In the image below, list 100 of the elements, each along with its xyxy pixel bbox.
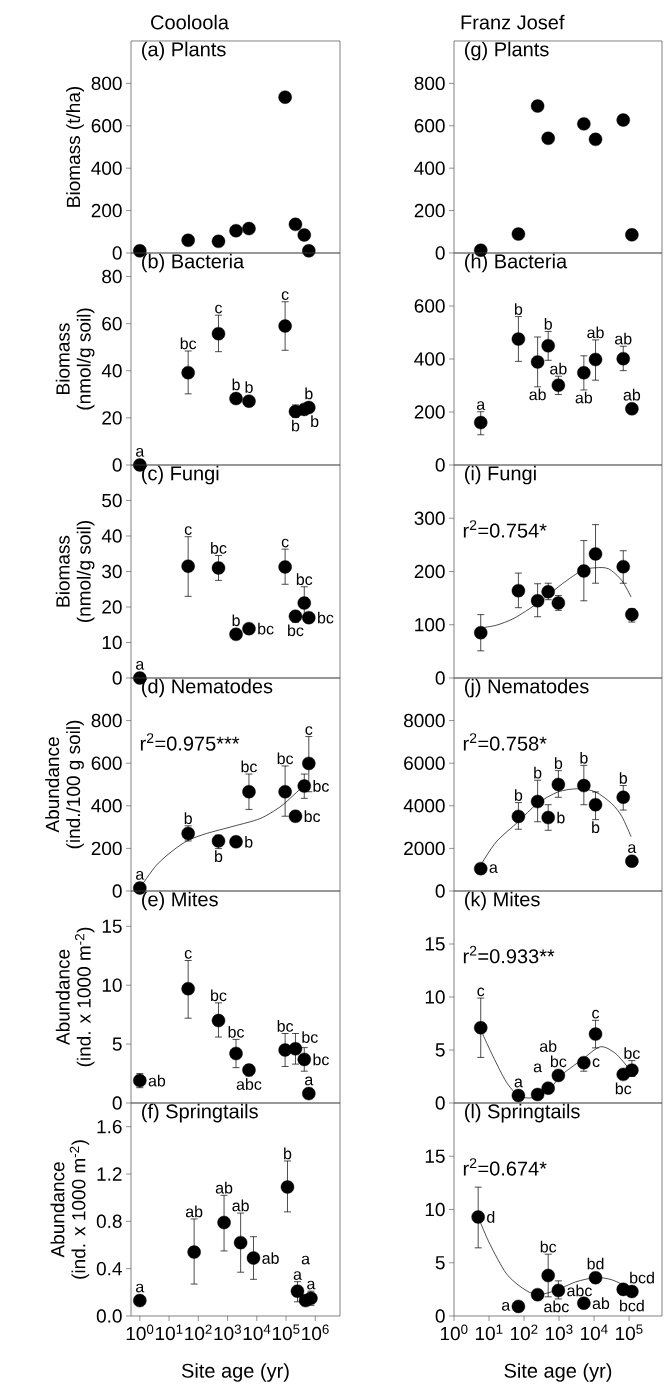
annotation: abc	[236, 1078, 262, 1090]
annotation: b	[557, 811, 565, 824]
x-tick-label: 10$^{6}$	[302, 1324, 329, 1341]
annotation: bc	[180, 337, 197, 350]
annotation: bc	[304, 810, 321, 823]
y-tick-label: 400	[91, 799, 122, 813]
annotation: ab	[587, 326, 604, 339]
annotation: r$^{2}$=0.933**	[463, 945, 555, 964]
y-tick-label: 0	[112, 458, 122, 472]
annotation: b	[514, 789, 523, 801]
x-tick-label: 10$^{4}$	[581, 1324, 608, 1341]
y-tick-label: 0	[435, 671, 445, 685]
annotation: bc	[211, 542, 227, 554]
x-tick-label: 10$^{3}$	[545, 1324, 573, 1341]
annotation: bc	[540, 1240, 557, 1253]
y-tick-label: 15	[102, 919, 122, 933]
y-tick-label: 8000	[404, 713, 445, 728]
chart-title: (h) Bacteria	[465, 253, 568, 273]
y-tick-label: 15	[425, 937, 445, 951]
annotation: bcd	[630, 1271, 654, 1284]
annotation: a	[501, 1302, 511, 1311]
annotation: b	[580, 751, 588, 764]
x-tick-label: 10$^{1}$	[475, 1324, 503, 1341]
y-tick-label: 200	[414, 564, 445, 579]
annotation: bd	[587, 1257, 604, 1270]
chart-title: (f) Springtails	[142, 1103, 258, 1123]
y-tick-label: 600	[91, 756, 122, 770]
annotation: ab	[615, 332, 632, 345]
annotation: c	[184, 526, 192, 535]
annotation: b	[544, 317, 552, 330]
y-tick-label: 10	[425, 1202, 445, 1217]
annotation: c	[592, 1009, 600, 1019]
annotation: ab	[185, 1205, 203, 1218]
annotation: a	[307, 1280, 316, 1290]
annotation: a	[476, 401, 486, 410]
annotation: ab	[148, 1074, 166, 1087]
y-tick-label: 50	[102, 493, 122, 508]
y-tick-label: 0	[435, 458, 445, 472]
y-axis-title: Abundance (ind. x 1000 m$^{-2}$)	[50, 1140, 90, 1279]
annotation: bc	[277, 752, 294, 765]
chart-title: (g) Plants	[465, 41, 549, 61]
y-tick-label: 20	[102, 411, 122, 425]
y-tick-label: 80	[102, 269, 122, 284]
annotation: r$^{2}$=0.975***	[140, 733, 240, 751]
y-tick-label: 6000	[404, 756, 445, 770]
annotation: bc	[615, 1082, 632, 1095]
y-tick-label: 300	[414, 511, 445, 525]
annotation: a	[136, 448, 145, 457]
annotation: ab	[575, 391, 593, 404]
annotation: b	[534, 766, 542, 779]
y-axis-title: Biomass (nmol/g soil)	[55, 308, 95, 410]
y-tick-label: 0	[435, 1309, 445, 1323]
annotation: r$^{2}$=0.674*	[463, 1158, 547, 1176]
y-tick-label: 200	[91, 841, 122, 856]
annotation: b	[592, 821, 600, 834]
y-tick-label: 400	[91, 161, 122, 175]
annotation: b	[514, 303, 523, 315]
y-tick-label: 600	[414, 299, 445, 313]
x-axis-title: Site age (yr)	[504, 1363, 612, 1382]
y-tick-label: 800	[91, 713, 122, 728]
annotation: ab	[529, 388, 546, 401]
annotation: b	[311, 415, 319, 428]
chart-title: (l) Springtails	[465, 1103, 580, 1123]
annotation: a	[305, 1076, 314, 1086]
annotation: r$^{2}$=0.754*	[463, 520, 547, 538]
y-tick-label: 40	[101, 364, 122, 378]
y-tick-label: 5	[112, 1037, 122, 1051]
annotation: bcd	[620, 1299, 644, 1312]
x-tick-label: 10$^{2}$	[185, 1324, 212, 1341]
y-tick-label: 0.8	[96, 1214, 122, 1229]
chart-title: (e) Mites	[142, 891, 218, 911]
annotation: bc	[624, 1047, 640, 1059]
y-tick-label: 10	[102, 978, 122, 992]
y-axis-title: Biomass (t/ha)	[66, 86, 84, 207]
x-tick-label: 10$^{5}$	[616, 1324, 643, 1341]
annotation: abc	[567, 1284, 592, 1297]
annotation: bc	[550, 1055, 567, 1068]
annotation: ab	[550, 362, 567, 375]
annotation: b	[292, 419, 300, 432]
y-tick-label: 15	[425, 1149, 445, 1163]
y-tick-label: 20	[102, 600, 122, 614]
annotation: a	[293, 1271, 302, 1280]
annotation: a	[628, 844, 637, 853]
annotation: bc	[302, 1031, 318, 1043]
annotation: ab	[215, 1181, 233, 1194]
chart-title: (d) Nematodes	[142, 678, 273, 698]
x-axis-title: Site age (yr)	[181, 1363, 289, 1382]
x-tick-label: 10$^{0}$	[126, 1324, 154, 1341]
chart-title: (k) Mites	[465, 891, 540, 911]
annotation: bc	[313, 1053, 329, 1066]
y-tick-label: 0	[112, 671, 122, 685]
x-tick-label: 10$^{3}$	[214, 1324, 241, 1341]
annotation: c	[592, 1058, 600, 1068]
annotation: bc	[241, 760, 257, 773]
annotation: bc	[318, 611, 334, 624]
annotation: b	[232, 378, 240, 391]
y-tick-label: 1.6	[97, 1119, 122, 1134]
annotation: c	[281, 538, 289, 548]
y-tick-label: 60	[102, 316, 122, 331]
y-tick-label: 5	[435, 1256, 445, 1270]
